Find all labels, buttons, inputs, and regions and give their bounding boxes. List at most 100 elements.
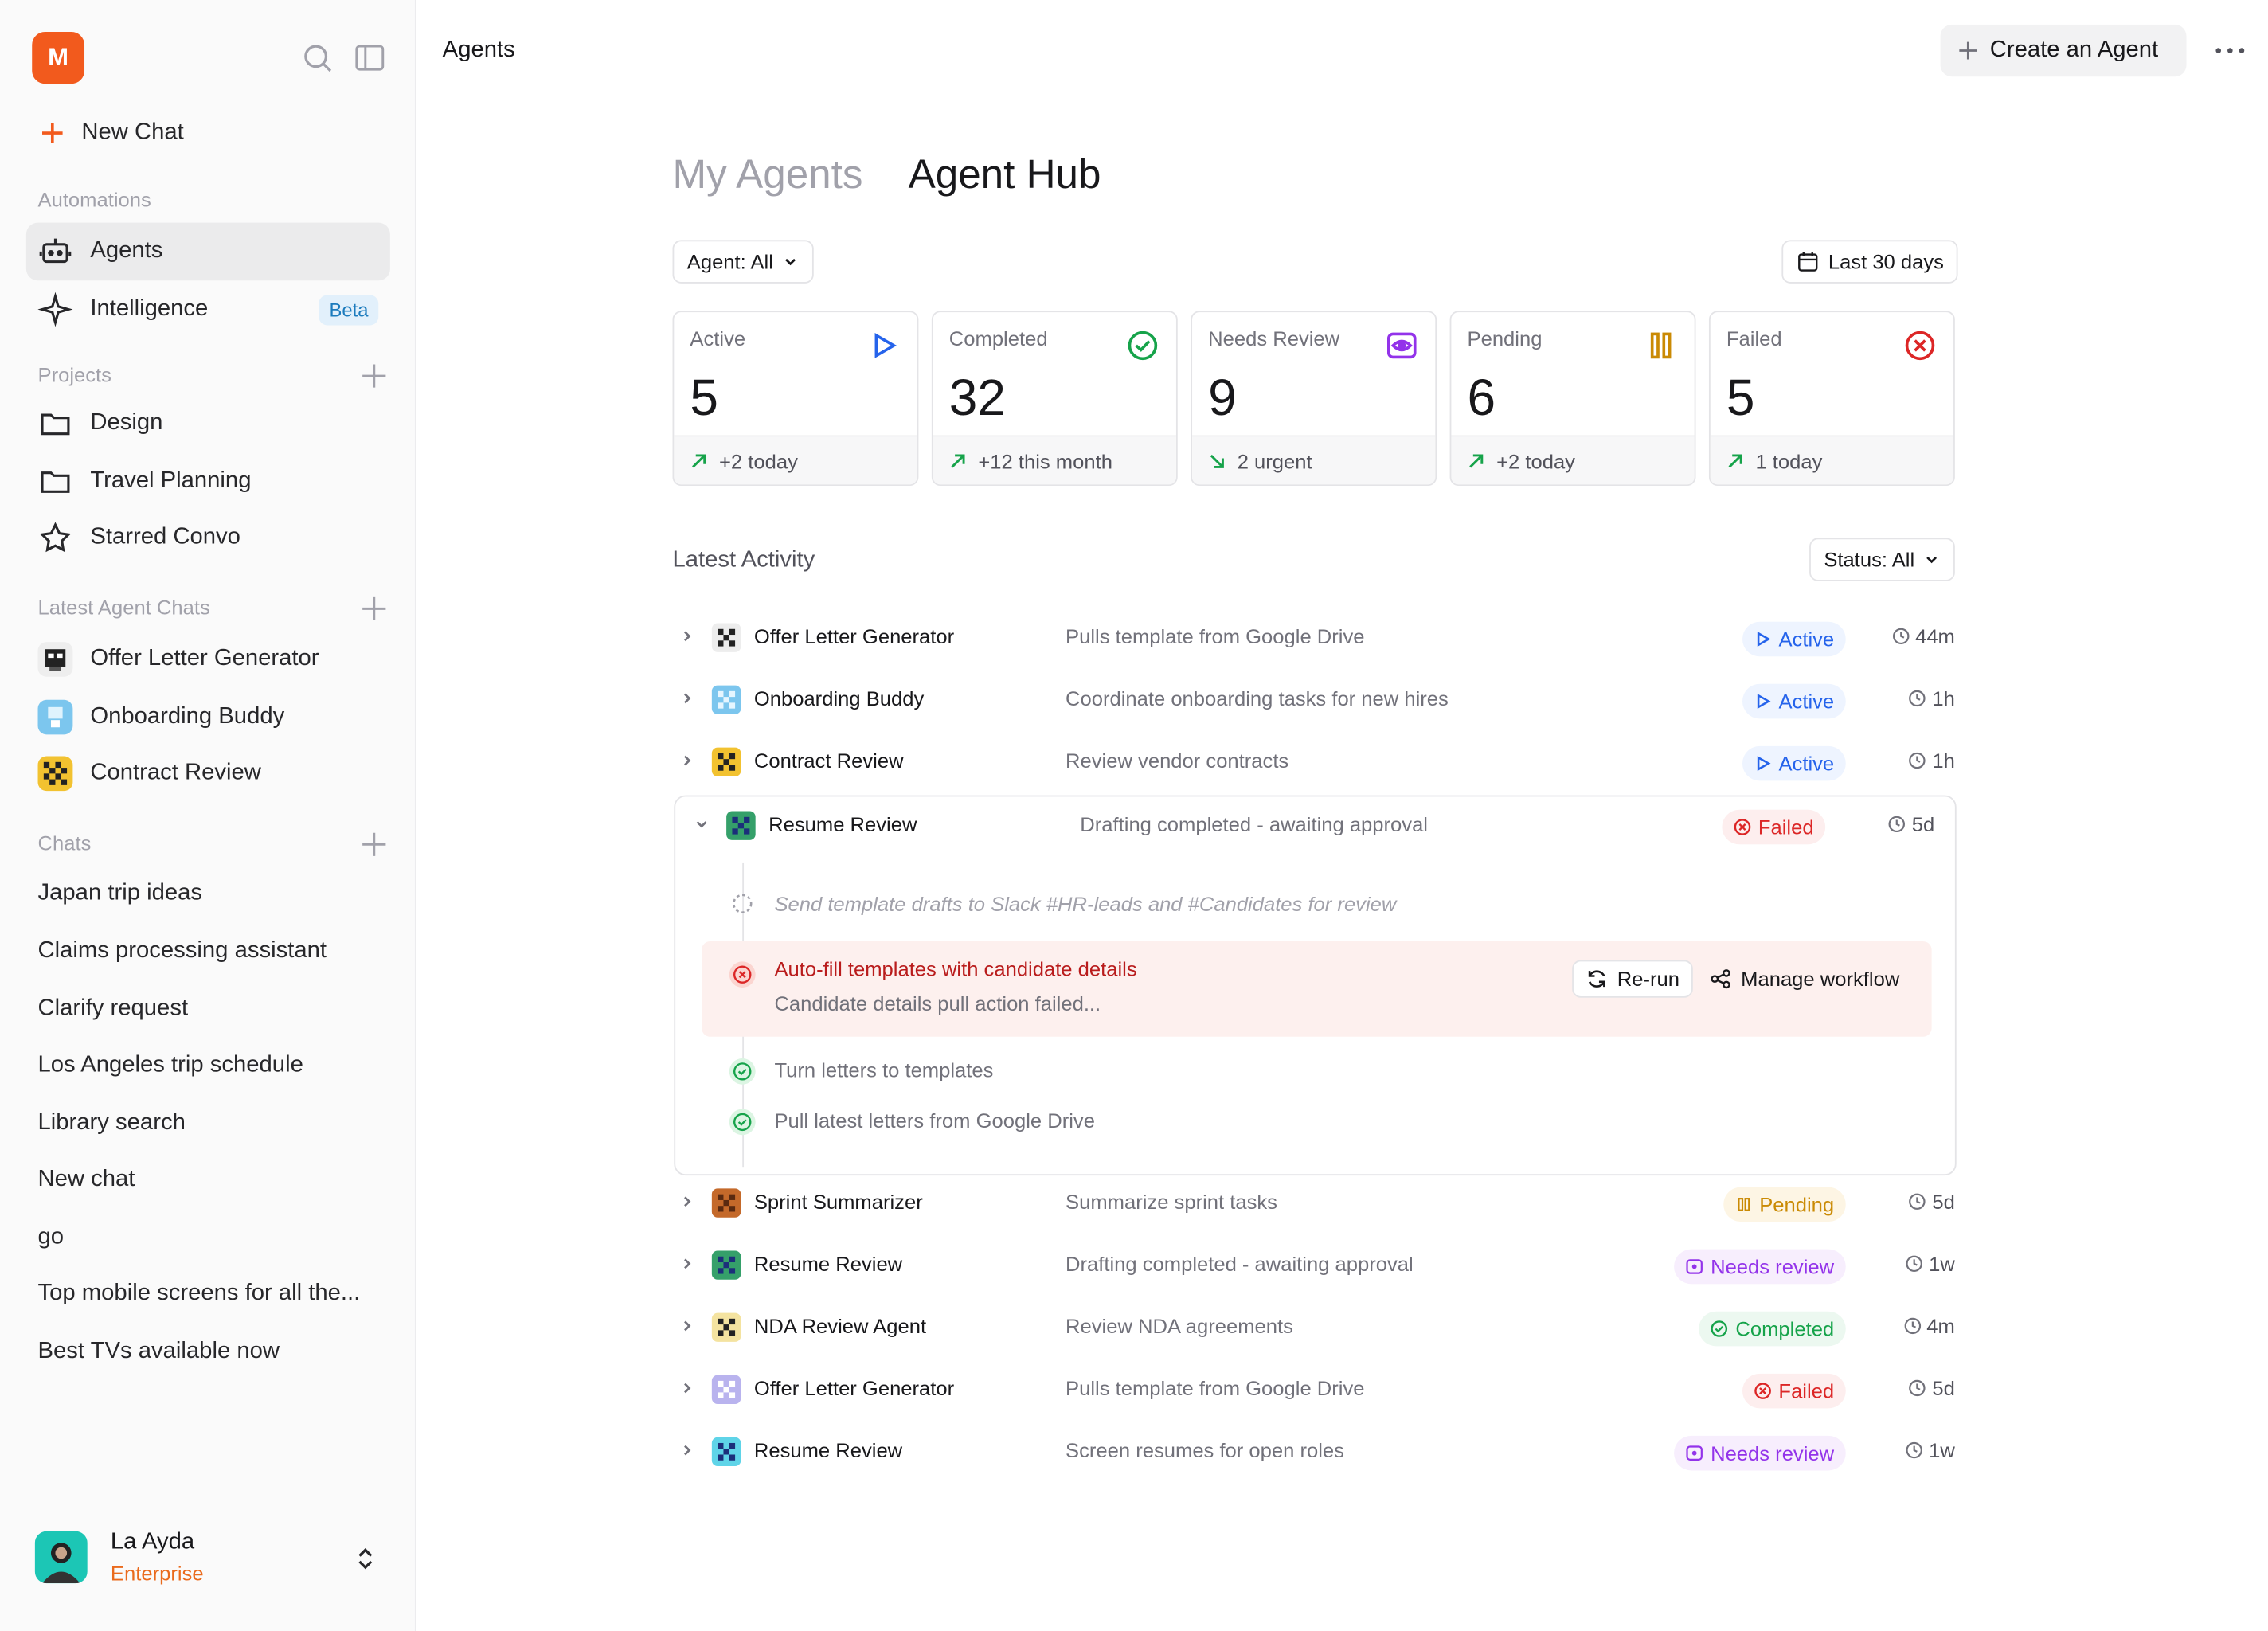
activity-row[interactable]: Contract Review Review vendor contracts Ac…: [672, 733, 1955, 796]
add-agent-chat-icon[interactable]: [358, 593, 390, 624]
clock-icon: [1889, 816, 1906, 833]
agent-chat-contract-review[interactable]: Contract Review: [26, 745, 390, 803]
agent-description: Coordinate onboarding tasks for new hire…: [1066, 686, 1449, 710]
failed-step-detail: Candidate details pull action failed...: [774, 992, 1101, 1015]
date-range-label: Last 30 days: [1828, 250, 1944, 274]
stat-card-active[interactable]: Active 5 +2 today: [672, 311, 919, 487]
new-chat-button[interactable]: New Chat: [38, 115, 184, 151]
activity-row[interactable]: Offer Letter Generator Pulls template fro…: [672, 608, 1955, 671]
add-project-icon[interactable]: [358, 360, 390, 392]
date-range-button[interactable]: Last 30 days: [1781, 240, 1959, 284]
stat-foot: 1 today: [1755, 449, 1823, 473]
agent-name: Offer Letter Generator: [753, 1376, 955, 1400]
sidebar-item-intelligence[interactable]: Intelligence Beta: [26, 280, 390, 338]
elapsed-time: 5d: [1909, 1376, 1955, 1400]
chevron-right-icon[interactable]: [678, 1441, 696, 1459]
agent-avatar-icon: [37, 756, 73, 792]
app-logo[interactable]: M: [32, 31, 85, 84]
stat-card-needs-review[interactable]: Needs Review 9 2 urgent: [1191, 311, 1437, 487]
create-agent-button[interactable]: Create an Agent: [1940, 24, 2187, 77]
status-filter-dropdown[interactable]: Status: All: [1809, 538, 1956, 581]
status-label: Failed: [1778, 1379, 1835, 1403]
chat-item[interactable]: Clarify request: [37, 995, 189, 1021]
activity-row[interactable]: NDA Review Agent Review NDA agreements Com…: [672, 1298, 1955, 1360]
eye-icon: [1386, 330, 1418, 362]
agent-name: Offer Letter Generator: [753, 624, 955, 648]
stat-foot: +2 today: [1496, 449, 1575, 473]
time-label: 1h: [1932, 686, 1955, 710]
agent-chat-offer-letter[interactable]: Offer Letter Generator: [26, 631, 390, 689]
activity-row[interactable]: Offer Letter Generator Pulls template fro…: [672, 1360, 1955, 1422]
x-circle-icon: [1904, 330, 1936, 362]
activity-row[interactable]: Resume Review Drafting completed - awaiti…: [672, 1236, 1955, 1298]
chevron-down-icon[interactable]: [693, 816, 710, 833]
rerun-button[interactable]: Re-run: [1572, 960, 1693, 998]
project-design[interactable]: Design: [26, 395, 390, 453]
chat-item[interactable]: Los Angeles trip schedule: [37, 1052, 303, 1078]
activity-row[interactable]: Resume Review Drafting completed - awaiti…: [687, 796, 1934, 859]
status-badge: Failed: [1722, 809, 1826, 845]
chevron-right-icon[interactable]: [678, 1379, 696, 1397]
tab-my-agents[interactable]: My Agents: [672, 151, 863, 197]
elapsed-time: 1w: [1906, 1439, 1955, 1462]
status-label: Active: [1778, 690, 1835, 714]
failed-step-title: Auto-fill templates with candidate detai…: [774, 956, 1137, 980]
elapsed-time: 44m: [1892, 624, 1955, 647]
project-label: Travel Planning: [90, 468, 252, 494]
chevron-down-icon: [785, 258, 796, 266]
automations-heading: Automations: [37, 188, 151, 212]
chevron-right-icon[interactable]: [678, 1317, 696, 1335]
star-icon: [39, 522, 72, 553]
chat-item[interactable]: Top mobile screens for all the...: [37, 1281, 361, 1306]
project-travel-planning[interactable]: Travel Planning: [26, 452, 390, 510]
add-chat-icon[interactable]: [358, 828, 390, 860]
chat-item[interactable]: Best TVs available now: [37, 1339, 280, 1364]
chat-item[interactable]: Japan trip ideas: [37, 880, 203, 905]
stat-card-completed[interactable]: Completed 32 +12 this month: [931, 311, 1178, 487]
stat-label: Needs Review: [1208, 327, 1340, 350]
status-label: Pending: [1759, 1192, 1835, 1216]
activity-row[interactable]: Resume Review Screen resumes for open rol…: [672, 1423, 1955, 1485]
clock-icon: [1906, 1441, 1923, 1459]
chevron-updown-icon[interactable]: [352, 1544, 378, 1573]
sidebar-item-agents[interactable]: Agents: [25, 222, 390, 281]
agent-chat-onboarding-buddy[interactable]: Onboarding Buddy: [26, 688, 390, 746]
activity-row[interactable]: Sprint Summarizer Summarize sprint tasks P…: [672, 1174, 1955, 1236]
search-icon[interactable]: [300, 41, 335, 76]
stat-card-pending[interactable]: Pending 6 +2 today: [1449, 311, 1696, 487]
chevron-right-icon[interactable]: [678, 1255, 696, 1273]
agent-description: Drafting completed - awaiting approval: [1080, 812, 1428, 836]
done-step-text: Turn letters to templates: [774, 1058, 994, 1082]
pause-icon: [1645, 330, 1677, 362]
chat-item[interactable]: Claims processing assistant: [37, 938, 327, 964]
stat-card-failed[interactable]: Failed 5 1 today: [1708, 311, 1955, 487]
agent-avatar-icon: [711, 1375, 741, 1404]
project-starred-convo[interactable]: Starred Convo: [26, 509, 390, 567]
more-options-icon[interactable]: [2211, 35, 2250, 67]
chat-item[interactable]: New chat: [37, 1167, 135, 1192]
chevron-right-icon[interactable]: [678, 690, 696, 707]
agent-name: Resume Review: [753, 1252, 903, 1276]
sidebar-toggle-icon[interactable]: [352, 41, 387, 76]
tab-agent-hub[interactable]: Agent Hub: [908, 151, 1101, 197]
agent-filter-dropdown[interactable]: Agent: All: [672, 240, 815, 284]
chat-item[interactable]: Library search: [37, 1110, 186, 1136]
agent-avatar-icon: [726, 811, 756, 840]
sparkle-icon: [37, 291, 73, 327]
agent-description: Review NDA agreements: [1066, 1314, 1293, 1338]
sidebar-item-label: Intelligence: [90, 296, 209, 322]
chevron-right-icon[interactable]: [678, 1193, 696, 1211]
x-circle-icon: [728, 960, 757, 989]
pending-step-text: Send template drafts to Slack #HR-leads …: [774, 892, 1397, 916]
project-label: Starred Convo: [90, 525, 240, 550]
workflow-icon: [1711, 969, 1730, 989]
chat-item[interactable]: go: [37, 1224, 65, 1250]
activity-row[interactable]: Onboarding Buddy Coordinate onboarding ta…: [672, 671, 1955, 733]
chevron-right-icon[interactable]: [678, 628, 696, 645]
check-circle-icon: [728, 1057, 757, 1085]
arrow-up-right-icon: [951, 454, 965, 468]
chevron-right-icon[interactable]: [678, 752, 696, 769]
user-menu[interactable]: La Ayda Enterprise: [34, 1530, 204, 1585]
projects-heading: Projects: [37, 362, 111, 386]
manage-workflow-button[interactable]: Manage workflow: [1697, 960, 1911, 998]
